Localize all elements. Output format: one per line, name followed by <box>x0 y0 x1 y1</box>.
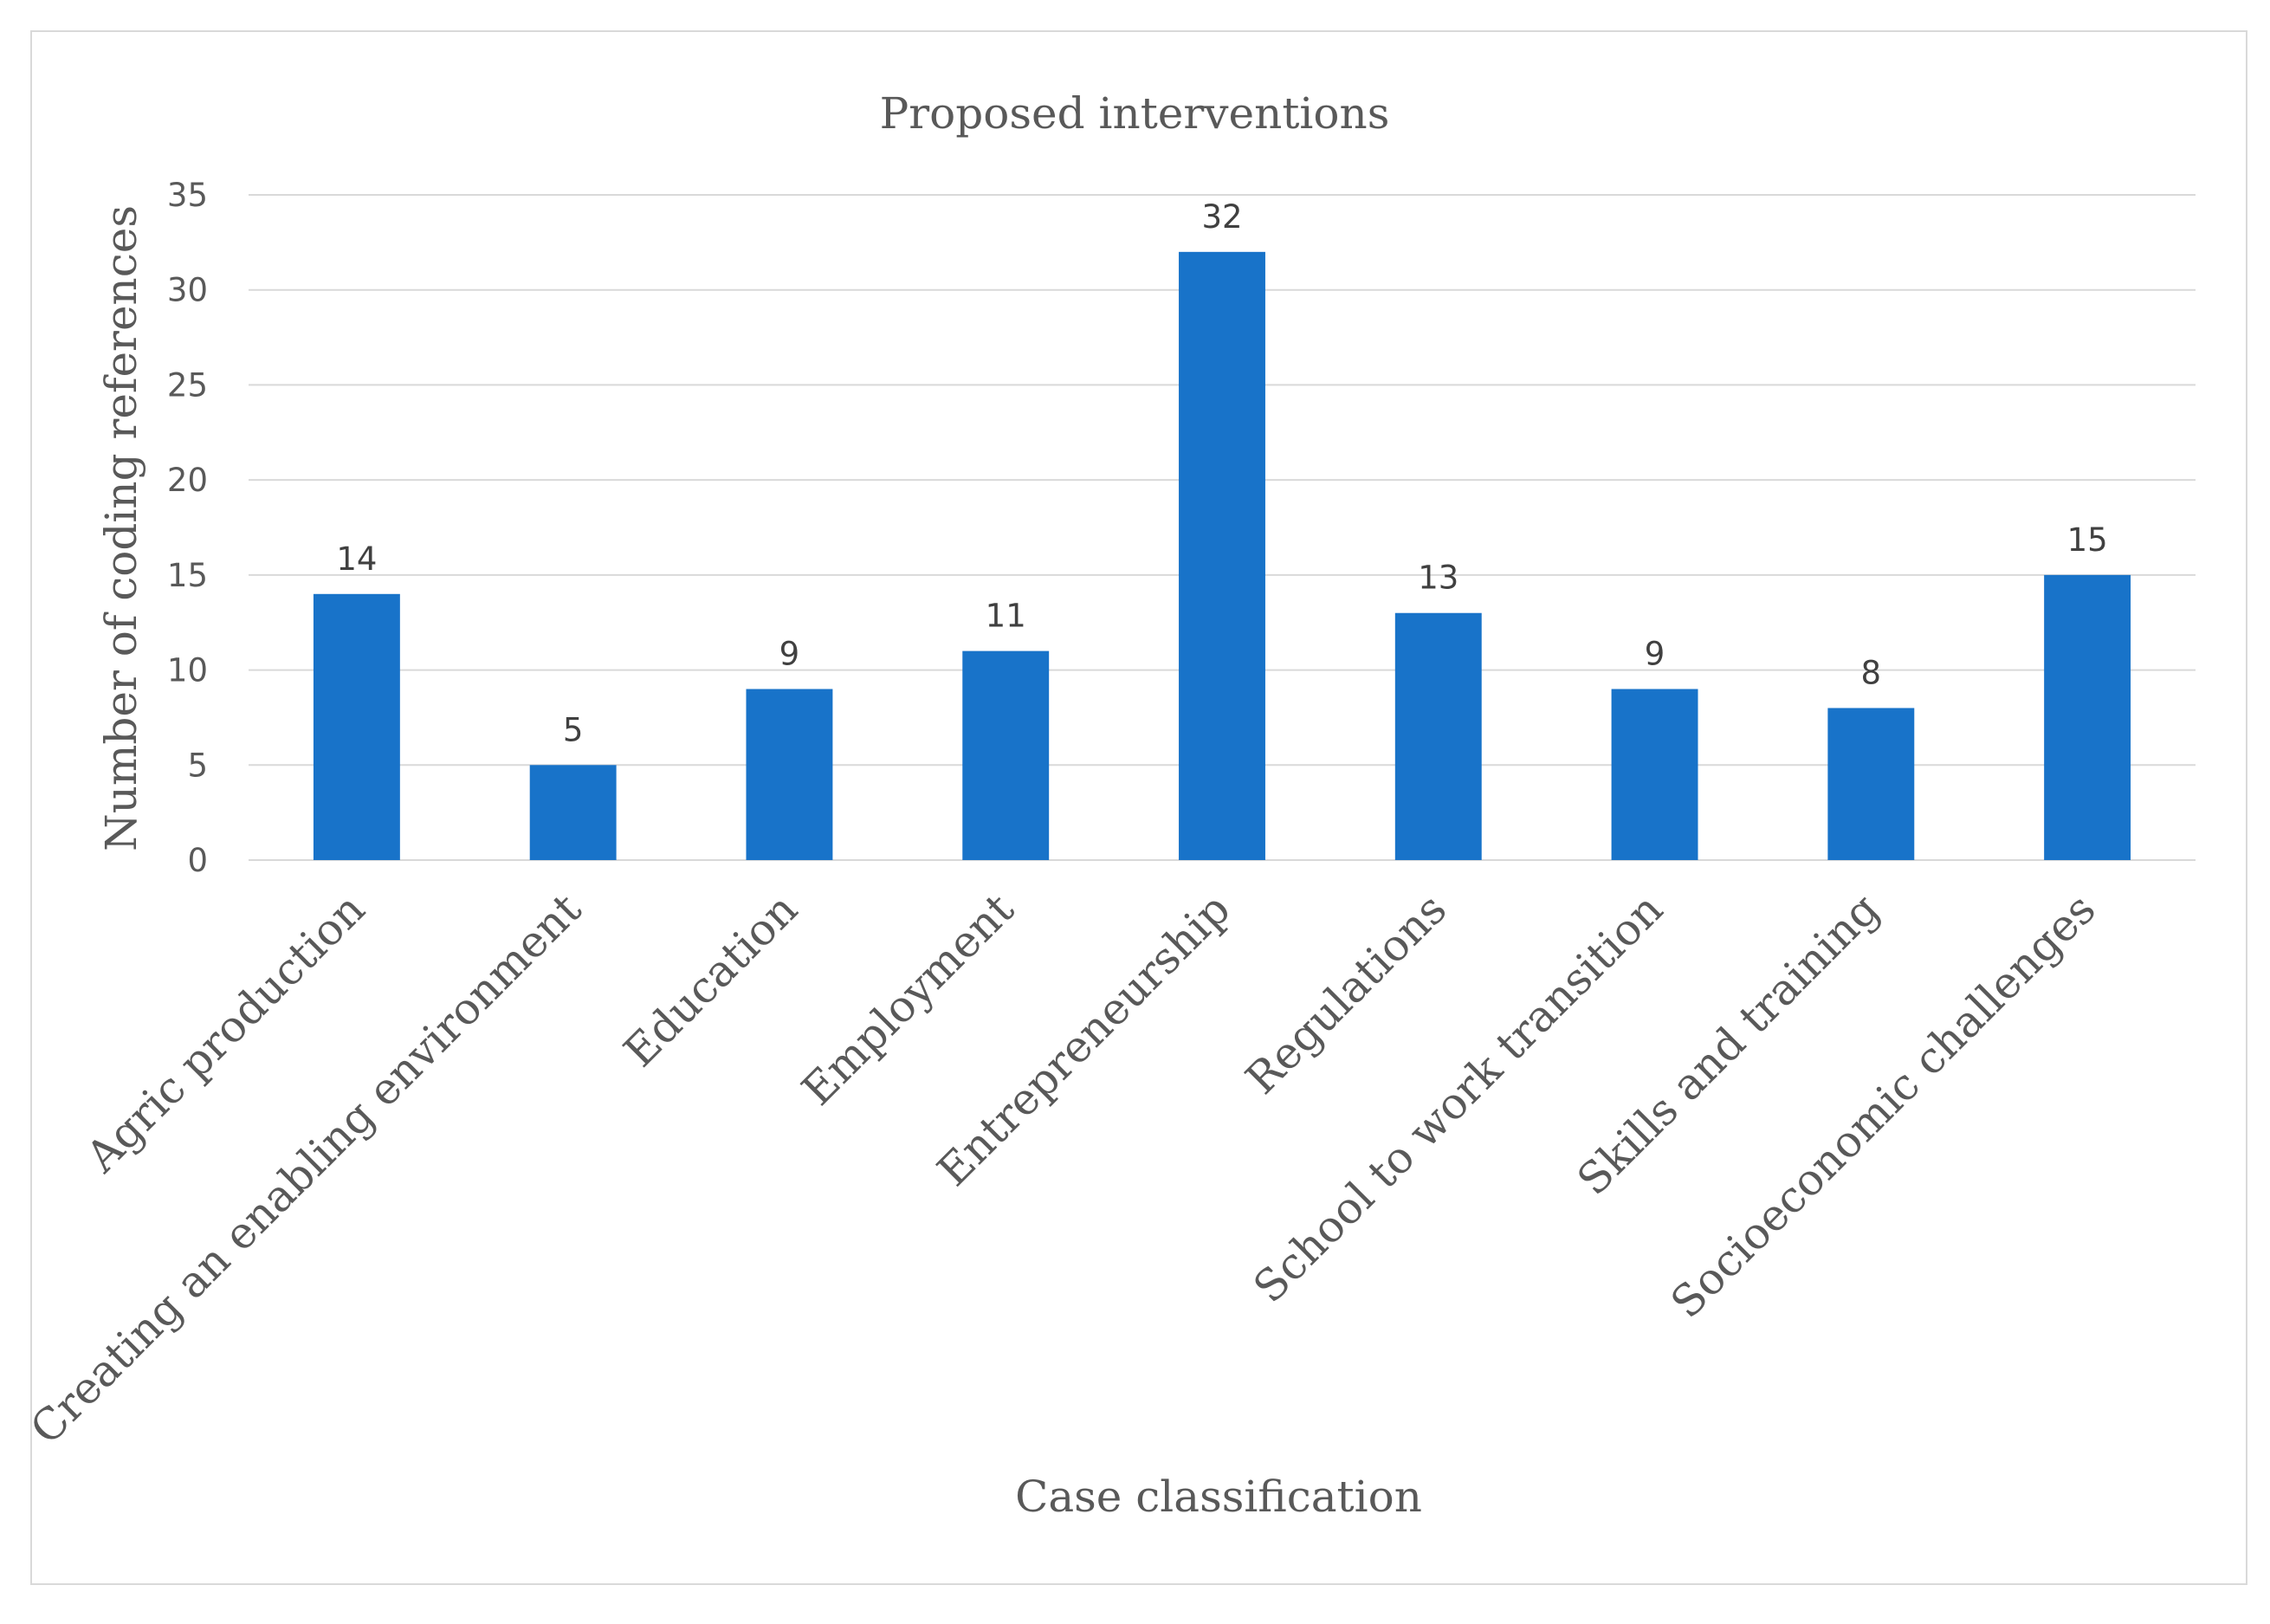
data-label-6: 13 <box>1418 560 1458 597</box>
y-axis-title: Number of coding references <box>96 205 146 851</box>
y-tick-label: 10 <box>167 652 208 689</box>
data-label-3: 9 <box>779 636 800 673</box>
bars <box>313 251 2131 860</box>
data-label-1: 14 <box>336 540 377 578</box>
bar-2 <box>529 765 617 860</box>
bar-9 <box>2044 574 2131 860</box>
y-axis-ticks: 0 5 10 15 20 25 30 35 <box>167 177 208 879</box>
data-label-7: 9 <box>1645 636 1665 673</box>
y-tick-label: 5 <box>187 747 208 784</box>
data-label-9: 15 <box>2067 521 2108 559</box>
x-tick-label: Education <box>614 883 807 1077</box>
y-tick-label: 0 <box>187 842 208 879</box>
bar-7 <box>1611 689 1698 860</box>
bar-4 <box>962 650 1050 860</box>
x-tick-label: Socioeconomic challenges <box>1661 883 2105 1328</box>
y-tick-label: 25 <box>167 366 208 404</box>
x-tick-label: Regulations <box>1236 883 1456 1103</box>
bar-1 <box>313 593 400 860</box>
bar-6 <box>1394 612 1482 860</box>
chart-title: Proposed interventions <box>880 88 1390 139</box>
y-tick-label: 30 <box>167 272 208 309</box>
data-label-5: 32 <box>1201 198 1242 236</box>
y-tick-label: 35 <box>167 177 208 214</box>
x-tick-label: Employment <box>792 883 1024 1115</box>
data-labels: 14 5 9 11 32 13 9 8 15 <box>336 198 2107 748</box>
data-label-8: 8 <box>1861 654 1882 691</box>
y-tick-label: 15 <box>167 557 208 594</box>
data-label-2: 5 <box>563 711 584 748</box>
bar-3 <box>746 689 833 860</box>
x-tick-label: School to work transition <box>1244 883 1672 1312</box>
bar-8 <box>1827 708 1915 860</box>
bar-5 <box>1179 251 1265 860</box>
x-axis-title: Case classification <box>1015 1472 1422 1522</box>
data-label-4: 11 <box>986 598 1026 635</box>
y-tick-label: 20 <box>167 462 208 499</box>
